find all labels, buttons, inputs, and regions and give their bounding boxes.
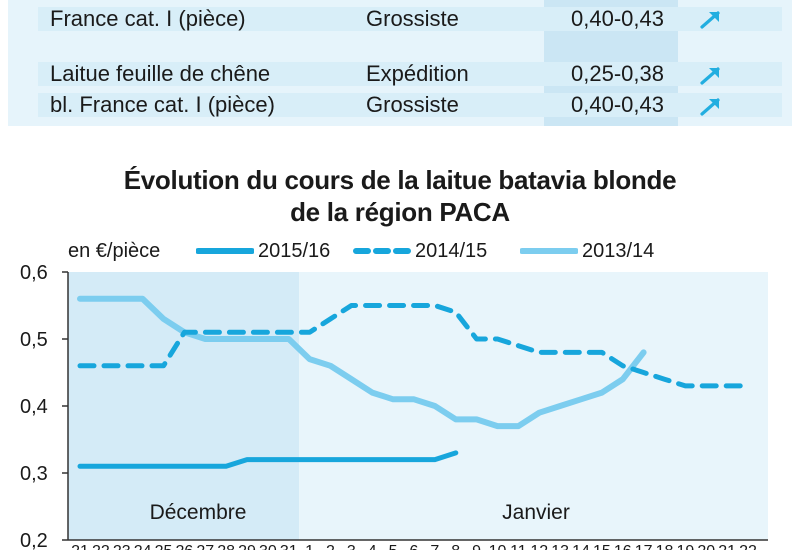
table-row: France cat. I (pièce) Grossiste 0,40-0,4… <box>38 7 782 31</box>
x-tick-label: 3 <box>347 543 356 550</box>
x-tick-label: 22 <box>92 543 110 550</box>
series-line-2014-15 <box>77 303 751 389</box>
x-tick-label: 16 <box>614 543 632 550</box>
x-tick-label: 7 <box>430 543 439 550</box>
y-unit-label: en €/pièce <box>68 240 161 262</box>
price-table: France cat. I (pièce) Grossiste 0,40-0,4… <box>8 0 792 126</box>
market-type: Expédition <box>366 61 469 86</box>
x-tick-label: 10 <box>489 543 507 550</box>
arrow-up-right-icon <box>700 11 720 29</box>
plot-background-january <box>299 272 768 540</box>
period-label-december: Décembre <box>150 501 247 524</box>
x-tick-label: 5 <box>389 543 398 550</box>
x-tick-label: 23 <box>113 543 131 550</box>
series-line-2015-16 <box>77 450 459 469</box>
x-tick-label: 13 <box>551 543 569 550</box>
x-tick-label: 21 <box>71 543 89 550</box>
arrow-up-right-icon <box>700 98 720 116</box>
legend-item-2013-14: 2013/14 <box>520 238 680 264</box>
price-range: 0,40-0,43 <box>571 6 664 31</box>
x-tick-label: 12 <box>530 543 548 550</box>
x-tick-label: 24 <box>134 543 152 550</box>
x-tick-label: 6 <box>410 543 419 550</box>
legend-swatch-light <box>520 248 578 254</box>
x-tick-label: 1 <box>305 543 314 550</box>
period-label-january: Janvier <box>502 501 570 524</box>
chart-title-line-2: de la région PACA <box>290 197 510 227</box>
x-tick-label: 17 <box>635 543 653 550</box>
x-tick-label: 2 <box>326 543 335 550</box>
x-tick-label: 11 <box>510 543 527 550</box>
x-tick-label: 19 <box>676 543 694 550</box>
y-tick-label: 0,2 <box>20 530 48 550</box>
x-tick-label: 4 <box>368 543 377 550</box>
x-tick-label: 25 <box>155 543 173 550</box>
x-tick-label: 27 <box>196 543 214 550</box>
product-name: France cat. I (pièce) <box>50 6 246 31</box>
series-line-2013-14 <box>77 295 647 430</box>
chart-title: Évolution du cours de la laitue batavia … <box>0 164 800 228</box>
market-type: Grossiste <box>366 6 459 31</box>
legend-item-2015-16: 2015/16 <box>196 238 356 264</box>
chart-title-line-1: Évolution du cours de la laitue batavia … <box>123 165 677 195</box>
legend-label: 2015/16 <box>258 240 331 262</box>
x-tick-label: 21 <box>718 543 736 550</box>
x-tick-label: 30 <box>259 543 277 550</box>
plot-background-december <box>68 272 300 540</box>
x-tick-label: 8 <box>451 543 460 550</box>
x-tick-label: 20 <box>697 543 715 550</box>
x-tick-label: 26 <box>175 543 193 550</box>
legend-item-2014-15: 2014/15 <box>353 238 513 264</box>
market-type: Grossiste <box>366 92 459 117</box>
x-tick-label: 31 <box>280 543 298 550</box>
x-tick-label: 9 <box>472 543 481 550</box>
product-name: bl. France cat. I (pièce) <box>50 92 275 117</box>
table-row: bl. France cat. I (pièce) Grossiste 0,40… <box>38 93 782 117</box>
x-tick-label: 22 <box>739 543 757 550</box>
x-tick-label: 14 <box>572 543 590 550</box>
x-tick-label: 29 <box>238 543 256 550</box>
y-tick-label: 0,5 <box>20 329 48 351</box>
y-tick-label: 0,3 <box>20 463 48 485</box>
legend-label: 2014/15 <box>415 240 488 262</box>
legend-label: 2013/14 <box>582 240 655 262</box>
price-range: 0,40-0,43 <box>571 92 664 117</box>
table-row: Laitue feuille de chêne Expédition 0,25-… <box>38 62 782 86</box>
product-name: Laitue feuille de chêne <box>50 61 271 86</box>
y-tick-label: 0,4 <box>20 396 48 418</box>
legend-swatch-solid <box>196 248 254 254</box>
price-range: 0,25-0,38 <box>571 61 664 86</box>
legend-swatch-dashed <box>353 248 411 254</box>
x-tick-label: 18 <box>656 543 674 550</box>
x-tick-label: 15 <box>593 543 611 550</box>
y-tick-label: 0,6 <box>20 262 48 284</box>
x-tick-label: 28 <box>217 543 235 550</box>
arrow-up-right-icon <box>700 67 720 85</box>
